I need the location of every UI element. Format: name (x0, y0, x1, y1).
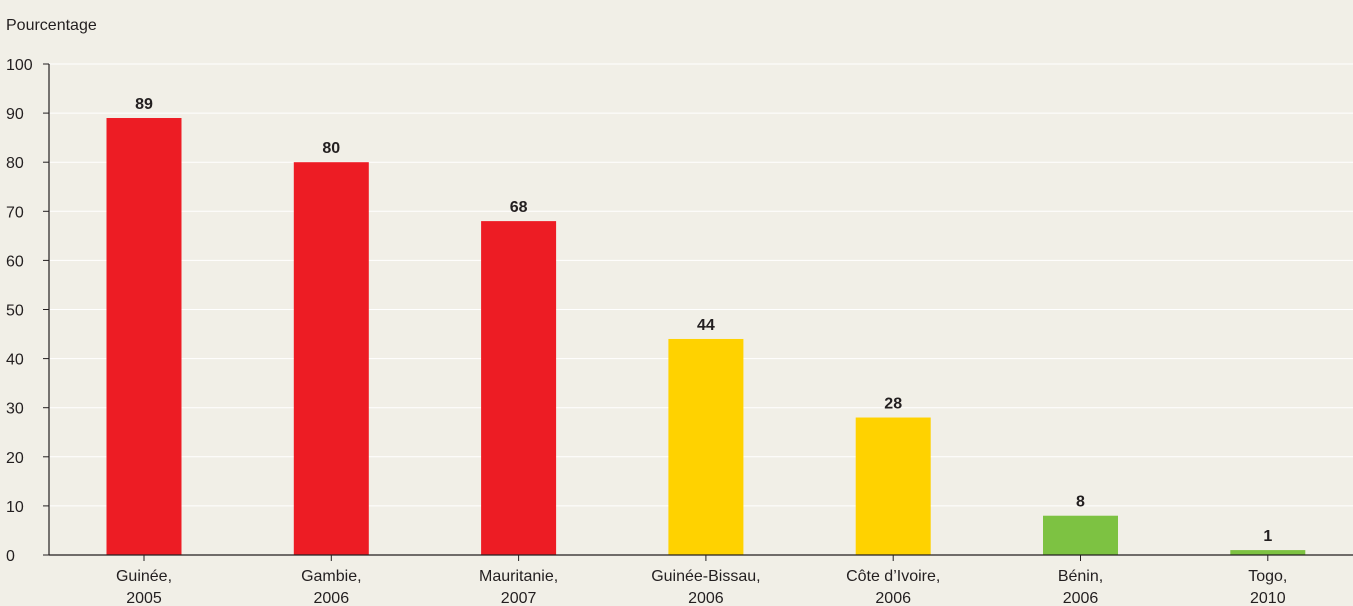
y-tick-label: 20 (6, 450, 24, 467)
y-tick-label: 30 (6, 401, 24, 418)
y-tick-label: 80 (6, 155, 24, 172)
data-label: 89 (135, 96, 153, 113)
y-tick-label: 10 (6, 499, 24, 516)
x-category-country: Guinée-Bissau, (651, 568, 760, 585)
y-tick-label: 70 (6, 204, 24, 221)
data-label: 44 (697, 317, 715, 334)
x-category-year: 2006 (875, 590, 911, 606)
bar (668, 338, 744, 555)
x-category-year: 2005 (126, 590, 162, 606)
y-tick-label: 90 (6, 106, 24, 123)
y-axis-label: Pourcentage (6, 17, 97, 34)
x-category-country: Côte d’Ivoire, (846, 568, 940, 585)
gridlines (49, 63, 1353, 507)
x-category-year: 2010 (1250, 590, 1286, 606)
data-label: 8 (1076, 494, 1085, 511)
y-axis-ticks: 0 10 20 30 40 50 60 70 80 90 100 (6, 57, 49, 565)
bar (855, 417, 931, 555)
data-label: 68 (510, 199, 528, 216)
bar (1043, 515, 1118, 555)
data-labels: 89 80 68 44 28 8 1 (135, 96, 1272, 545)
y-tick-label: 40 (6, 352, 24, 369)
data-label: 28 (884, 396, 902, 413)
bars (106, 118, 1306, 555)
data-label: 1 (1263, 528, 1272, 545)
data-label: 80 (322, 140, 340, 157)
x-axis-categories: Guinée, 2005 Gambie, 2006 Mauritanie, 2007 Gui… (116, 555, 1287, 606)
x-category-country: Guinée, (116, 568, 172, 585)
x-category-country: Togo, (1248, 568, 1287, 585)
x-category-year: 2007 (501, 590, 537, 606)
bar (106, 118, 182, 555)
y-tick-label: 100 (6, 57, 33, 74)
x-category-country: Bénin, (1058, 568, 1103, 585)
x-category-year: 2006 (314, 590, 350, 606)
x-category-country: Mauritanie, (479, 568, 558, 585)
x-category-year: 2006 (1063, 590, 1099, 606)
x-category-country: Gambie, (301, 568, 361, 585)
y-tick-label: 0 (6, 548, 15, 565)
y-tick-label: 60 (6, 253, 24, 270)
y-tick-label: 50 (6, 303, 24, 320)
bar (293, 162, 369, 555)
bar (1230, 550, 1306, 555)
x-category-year: 2006 (688, 590, 724, 606)
bar (481, 221, 557, 555)
